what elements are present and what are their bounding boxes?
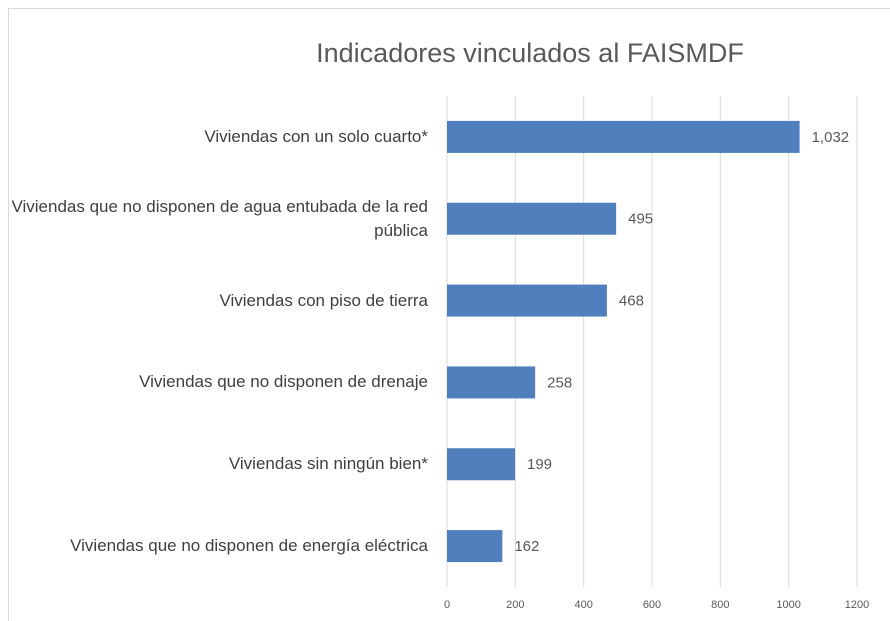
y-tick-label: Viviendas que no disponen de drenaje xyxy=(139,372,428,392)
x-tick-label: 1000 xyxy=(776,599,800,611)
bar xyxy=(447,530,503,563)
value-label: 162 xyxy=(514,538,539,555)
bar xyxy=(447,366,536,399)
y-tick-label: Viviendas que no disponen de energía elé… xyxy=(70,536,428,556)
chart-title: Indicadores vinculados al FAISMDF xyxy=(316,38,744,68)
y-tick-label: Viviendas que no disponen de agua entuba… xyxy=(11,196,428,240)
y-tick-label: Viviendas sin ningún bien* xyxy=(228,454,428,474)
x-tick-label: 200 xyxy=(506,599,524,611)
bar xyxy=(447,448,515,481)
chart-border xyxy=(8,8,890,621)
x-tick-label: 400 xyxy=(574,599,592,611)
x-tick-label: 800 xyxy=(711,599,729,611)
y-tick-label: Viviendas con piso de tierra xyxy=(219,290,428,310)
bar xyxy=(447,284,607,317)
value-label: 495 xyxy=(628,211,653,228)
value-label: 199 xyxy=(527,456,552,473)
value-label: 468 xyxy=(619,293,644,310)
y-tick-label: Viviendas con un solo cuarto* xyxy=(204,126,428,146)
value-label: 1,032 xyxy=(812,129,850,146)
x-tick-label: 0 xyxy=(444,599,450,611)
value-label: 258 xyxy=(547,374,572,391)
bar xyxy=(447,120,800,153)
x-tick-label: 1200 xyxy=(845,599,869,611)
x-tick-label: 600 xyxy=(643,599,661,611)
bar xyxy=(447,202,617,235)
